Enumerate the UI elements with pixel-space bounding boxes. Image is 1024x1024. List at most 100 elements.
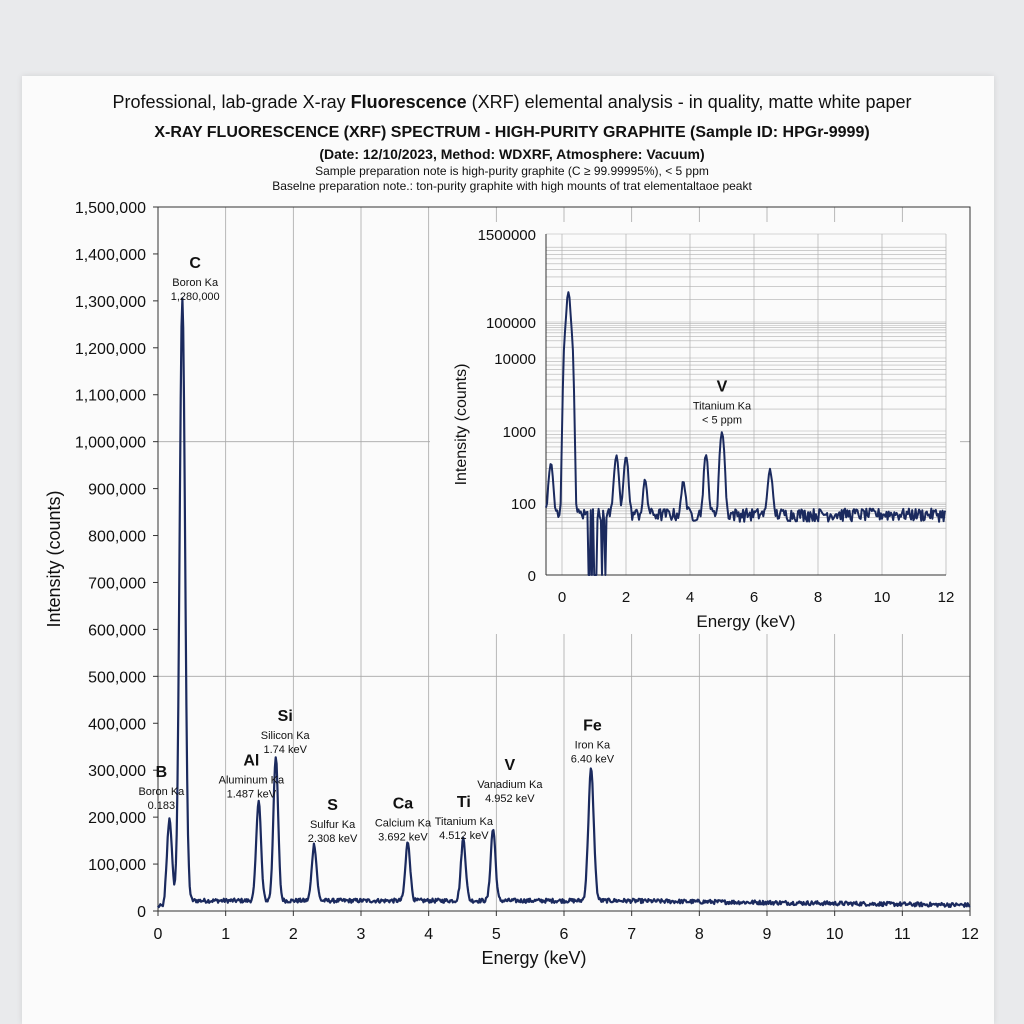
main-y-tick-label: 200,000 bbox=[88, 810, 146, 827]
main-x-tick-label: 7 bbox=[627, 926, 636, 943]
peak-line-name: Silicon Ka bbox=[261, 730, 311, 742]
main-x-axis-label: Energy (keV) bbox=[481, 948, 586, 968]
main-x-tick-label: 0 bbox=[154, 926, 163, 943]
main-x-tick-label: 6 bbox=[560, 926, 569, 943]
main-y-tick-label: 400,000 bbox=[88, 716, 146, 733]
header-description: Professional, lab-grade X-ray Fluorescen… bbox=[0, 92, 1024, 113]
inset-y-tick-label: 1000 bbox=[503, 424, 536, 441]
peak-line-name: Vanadium Ka bbox=[477, 779, 543, 791]
inset-background bbox=[430, 222, 960, 634]
inset-x-tick-label: 4 bbox=[686, 589, 694, 606]
peak-line-name: Boron Ka bbox=[172, 277, 219, 289]
chart-title-main: X-RAY FLUORESCENCE (XRF) SPECTRUM - HIGH… bbox=[154, 124, 686, 141]
peak-annotation-fe: Fe Iron Ka 6.40 keV bbox=[571, 717, 615, 765]
inset-x-tick-label: 0 bbox=[558, 589, 566, 606]
main-y-tick-label: 600,000 bbox=[88, 622, 146, 639]
header-description-bold: Fluorescence bbox=[350, 92, 467, 112]
peak-value: 6.40 keV bbox=[571, 753, 615, 765]
inset-y-tick-label: 1500000 bbox=[478, 227, 536, 244]
main-y-tick-label: 300,000 bbox=[88, 763, 146, 780]
peak-value: 1.74 keV bbox=[264, 744, 308, 756]
peak-line-name: Iron Ka bbox=[575, 739, 611, 751]
main-y-tick-label: 1,000,000 bbox=[75, 435, 146, 452]
inset-spectrum-line bbox=[545, 291, 947, 576]
inset-annotation-v: V Titanium Ka < 5 ppm bbox=[693, 378, 752, 426]
main-y-tick-label: 1,200,000 bbox=[75, 341, 146, 358]
inset-y-tick-label: 100000 bbox=[486, 315, 536, 332]
inset-peak-value: < 5 ppm bbox=[702, 414, 742, 426]
main-x-tick-label: 11 bbox=[894, 926, 911, 943]
peak-annotation-b: B Boron Ka 0.183 bbox=[138, 764, 185, 812]
chart-subtitle: (Date: 12/10/2023, Method: WDXRF, Atmosp… bbox=[319, 146, 705, 162]
inset-y-tick-label: 0 bbox=[528, 568, 536, 585]
chart-title-suffix: (Sample ID: HPGr-9999) bbox=[685, 124, 870, 141]
inset-y-tick-label: 100 bbox=[511, 496, 536, 513]
peak-symbol: V bbox=[505, 757, 516, 774]
peak-annotation-ti: Ti Titanium Ka 4.512 keV bbox=[435, 794, 494, 842]
inset-x-tick-label: 6 bbox=[750, 589, 758, 606]
peak-symbol: Ti bbox=[457, 794, 471, 811]
inset-x-tick-label: 2 bbox=[622, 589, 630, 606]
main-y-tick-label: 700,000 bbox=[88, 575, 146, 592]
peak-annotation-c: C Boron Ka 1,280,000 bbox=[171, 255, 220, 303]
main-x-tick-label: 5 bbox=[492, 926, 501, 943]
peak-annotation-si: Si Silicon Ka 1.74 keV bbox=[261, 708, 311, 756]
main-y-axis-label: Intensity (counts) bbox=[44, 490, 64, 627]
main-y-tick-label: 500,000 bbox=[88, 669, 146, 686]
main-x-tick-label: 10 bbox=[826, 926, 844, 943]
inset-peak-line-name: Titanium Ka bbox=[693, 400, 752, 412]
header-description-post: (XRF) elemental analysis - in quality, m… bbox=[466, 92, 912, 112]
baseline-note: Baselne preparation note.: ton-purity gr… bbox=[272, 179, 752, 193]
main-y-tick-label: 1,500,000 bbox=[75, 200, 146, 217]
inset-y-axis-label: Intensity (counts) bbox=[453, 364, 470, 486]
peak-value: 3.692 keV bbox=[378, 832, 428, 844]
main-y-tick-label: 0 bbox=[137, 904, 146, 921]
main-y-tick-label: 900,000 bbox=[88, 482, 146, 499]
chart-title: X-RAY FLUORESCENCE (XRF) SPECTRUM - HIGH… bbox=[0, 124, 1024, 142]
peak-line-name: Calcium Ka bbox=[375, 818, 432, 830]
main-x-tick-label: 8 bbox=[695, 926, 704, 943]
main-y-tick-label: 800,000 bbox=[88, 529, 146, 546]
peak-line-name: Aluminum Ka bbox=[219, 775, 285, 787]
main-x-tick-label: 2 bbox=[289, 926, 298, 943]
preparation-note: Sample preparation note is high-purity g… bbox=[315, 164, 709, 178]
peak-annotation-al: Al Aluminum Ka 1.487 keV bbox=[219, 753, 285, 801]
peak-value: 4.512 keV bbox=[439, 830, 489, 842]
peak-value: 2.308 keV bbox=[308, 833, 358, 845]
inset-peak-symbol: V bbox=[717, 378, 728, 395]
main-x-tick-label: 1 bbox=[221, 926, 230, 943]
main-x-tick-label: 9 bbox=[763, 926, 772, 943]
peak-symbol: B bbox=[156, 764, 168, 781]
peak-symbol: Al bbox=[243, 753, 259, 770]
main-x-tick-label: 12 bbox=[961, 926, 979, 943]
peak-symbol: C bbox=[189, 255, 201, 272]
peak-symbol: Ca bbox=[393, 796, 414, 813]
peak-line-name: Sulfur Ka bbox=[310, 819, 356, 831]
peak-value: 1,280,000 bbox=[171, 291, 220, 303]
main-y-tick-label: 1,100,000 bbox=[75, 388, 146, 405]
inset-plot: 0 100 1000 10000 100000 1500000 0 2 4 6 8 10 12 Energ… bbox=[453, 227, 954, 631]
peak-line-name: Boron Ka bbox=[138, 786, 185, 798]
peak-value: 0.183 bbox=[148, 800, 176, 812]
main-y-tick-label: 1,400,000 bbox=[75, 247, 146, 264]
peak-line-name: Titanium Ka bbox=[435, 816, 494, 828]
peak-value: 4.952 keV bbox=[485, 793, 535, 805]
peak-annotation-ca: Ca Calcium Ka 3.692 keV bbox=[375, 796, 432, 844]
peak-annotation-s: S Sulfur Ka 2.308 keV bbox=[308, 797, 358, 845]
inset-x-tick-label: 10 bbox=[874, 589, 891, 606]
inset-x-axis-label: Energy (keV) bbox=[696, 612, 795, 631]
peak-value: 1.487 keV bbox=[227, 789, 277, 801]
main-y-tick-label: 100,000 bbox=[88, 857, 146, 874]
inset-x-tick-label: 12 bbox=[938, 589, 955, 606]
main-spectrum-line bbox=[157, 297, 971, 909]
main-y-tick-label: 1,300,000 bbox=[75, 294, 146, 311]
main-x-tick-label: 4 bbox=[424, 926, 433, 943]
peak-symbol: S bbox=[327, 797, 338, 814]
peak-annotation-v: V Vanadium Ka 4.952 keV bbox=[477, 757, 543, 805]
inset-y-tick-label: 10000 bbox=[494, 351, 536, 368]
main-x-tick-label: 3 bbox=[357, 926, 366, 943]
peak-symbol: Fe bbox=[583, 717, 602, 734]
header-description-pre: Professional, lab-grade X-ray bbox=[112, 92, 351, 112]
peak-symbol: Si bbox=[278, 708, 293, 725]
